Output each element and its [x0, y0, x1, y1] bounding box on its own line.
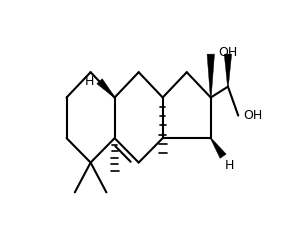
Text: OH: OH — [243, 109, 262, 121]
Text: OH: OH — [218, 46, 238, 59]
Text: H: H — [225, 159, 235, 172]
Polygon shape — [207, 55, 214, 98]
Polygon shape — [210, 138, 226, 159]
Polygon shape — [224, 55, 232, 87]
Text: H: H — [85, 74, 94, 87]
Polygon shape — [97, 79, 115, 98]
